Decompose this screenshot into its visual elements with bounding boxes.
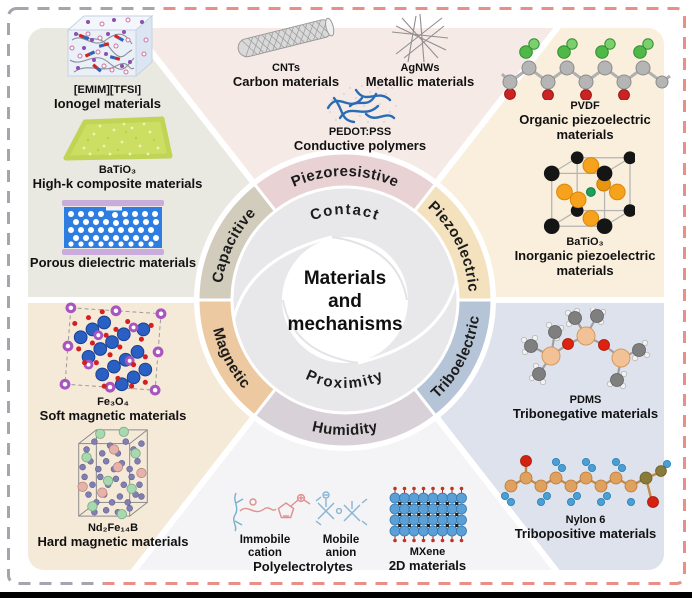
porous-dielectric-item: Porous dielectric materials <box>18 200 208 271</box>
tribopositive-formula: Nylon 6 <box>565 514 606 526</box>
center-title-line3: mechanisms <box>287 314 402 335</box>
tribonegative-name: Tribonegative materials <box>512 405 659 421</box>
hard-magnetic-formula: Nd₂Fe₁₄B <box>87 522 139 534</box>
carbon-materials-item: CNTs Carbon materials <box>212 14 360 90</box>
tribopositive-name: Tribopositive materials <box>514 525 657 541</box>
conductive-polymers-item: PEDOT:PSS Conductive polymers <box>282 80 438 154</box>
porous-dielectric-illustration-icon <box>62 200 164 255</box>
wedge-magnetic <box>28 297 352 570</box>
nylon6-illustration-icon <box>500 455 671 508</box>
inner-label-contact: Contact <box>308 201 381 224</box>
ring-label-humidity: Humidity <box>311 418 379 439</box>
tribonegative-formula: PDMS <box>569 394 602 406</box>
conductive-formula: PEDOT:PSS <box>328 126 392 138</box>
nd2fe14b-illustration-icon <box>77 426 148 520</box>
ionogel-formula: [EMIM][TFSI] <box>73 84 142 96</box>
high-k-formula: BaTiO₃ <box>98 164 137 176</box>
polyelectrolytes-illustration-icon <box>233 491 368 532</box>
soft-magnetic-name: Soft magnetic materials <box>39 407 187 423</box>
carbon-name: Carbon materials <box>232 73 340 89</box>
agnw-illustration-icon <box>391 13 449 62</box>
hard-magnetic-item: Nd₂Fe₁₄B Hard magnetic materials <box>28 424 198 550</box>
dashed-border-gray <box>7 7 158 585</box>
metallic-formula: AgNWs <box>400 62 440 74</box>
high-k-materials-item: BaTiO₃ High-k composite materials <box>15 112 220 192</box>
wheel-center-circle <box>282 237 408 363</box>
mobile-anion-line1: Mobile <box>322 534 360 546</box>
pdms-illustration-icon <box>520 308 650 390</box>
inorganic-piezo-name-line2: materials <box>556 262 614 278</box>
ionogel-materials-item: [EMIM][TFSI] Ionogel materials <box>20 10 195 112</box>
ionogel-name: Ionogel materials <box>54 95 161 111</box>
porous-dielectric-name: Porous dielectric materials <box>29 255 197 270</box>
tribopositive-item: Nylon 6 Tribopositive materials <box>498 452 673 542</box>
high-k-sheet-illustration-icon <box>63 116 173 161</box>
pedot-pss-illustration-icon <box>325 85 397 124</box>
soft-magnetic-formula: Fe₃O₄ <box>97 396 129 408</box>
soft-magnetic-item: Fe₃O₄ Soft magnetic materials <box>28 300 198 424</box>
dashed-border-salmon <box>103 7 686 585</box>
inorganic-piezo-name-line1: Inorganic piezoelectric <box>514 247 656 263</box>
tribonegative-item: PDMS Tribonegative materials <box>498 308 673 422</box>
mxene-name: 2D materials <box>388 557 467 573</box>
polyelectrolytes-item: Immobile cation Mobile anion Polyelectro… <box>218 487 388 575</box>
high-k-name: High-k composite materials <box>32 175 203 191</box>
organic-piezo-formula: PVDF <box>570 100 600 112</box>
center-title-line1: Materials <box>304 268 386 289</box>
bottom-black-bar <box>0 592 692 598</box>
mobile-anion-line2: anion <box>325 547 357 560</box>
fe3o4-illustration-icon <box>59 302 167 396</box>
mxene-formula: MXene <box>409 546 446 558</box>
inorganic-piezoelectric-item: BaTiO₃ Inorganic piezoelectric materials <box>495 146 675 279</box>
hard-magnetic-name: Hard magnetic materials <box>37 533 189 549</box>
pvdf-illustration-icon <box>500 38 671 100</box>
organic-piezo-name-line2: materials <box>556 126 614 142</box>
batio3-crystal-illustration-icon <box>543 151 635 235</box>
ring-segment-capacitive <box>196 182 278 302</box>
metallic-name: Metallic materials <box>365 73 475 89</box>
organic-piezo-name-line1: Organic piezoelectric <box>519 111 651 127</box>
mxene-illustration-icon <box>389 486 467 543</box>
mxene-item: MXene 2D materials <box>380 484 475 574</box>
svg-text:Humidity: Humidity <box>311 418 380 439</box>
metallic-materials-item: AgNWs Metallic materials <box>350 12 490 90</box>
organic-piezoelectric-item: PVDF Organic piezoelectric materials <box>495 32 675 143</box>
svg-text:Contact: Contact <box>308 201 382 224</box>
ionogel-illustration-icon <box>66 14 153 78</box>
conductive-name: Conductive polymers <box>293 137 427 153</box>
polyelectrolytes-name: Polyelectrolytes <box>253 559 353 575</box>
cnt-illustration-icon <box>237 17 334 58</box>
immobile-cation-line1: Immobile <box>239 534 291 546</box>
center-title-line2: and <box>328 291 362 312</box>
inorganic-piezo-formula: BaTiO₃ <box>566 236 604 248</box>
immobile-cation-line2: cation <box>248 547 282 560</box>
carbon-formula: CNTs <box>272 62 300 74</box>
